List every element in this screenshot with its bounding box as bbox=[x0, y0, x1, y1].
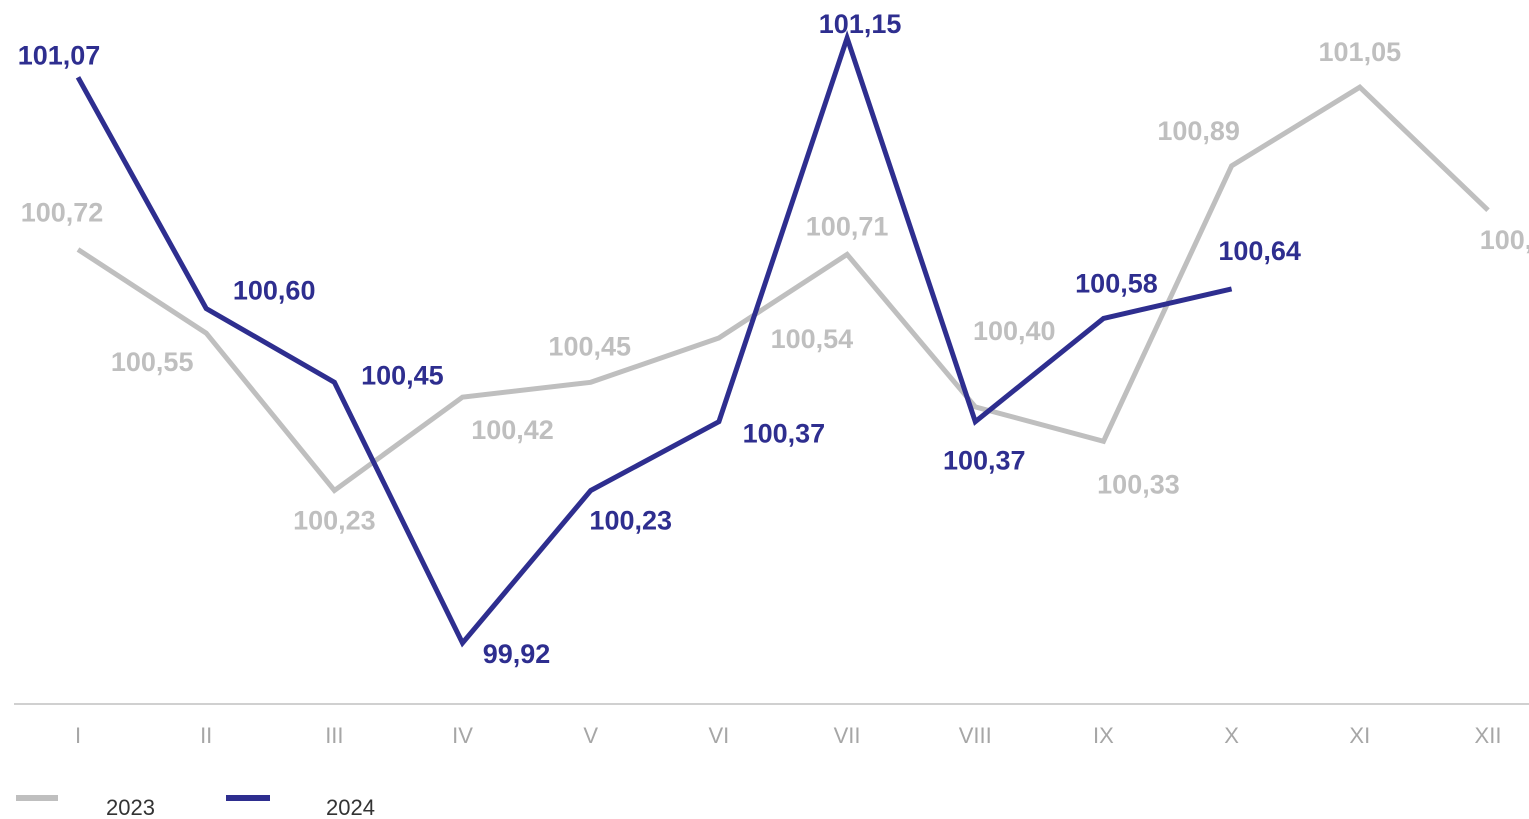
x-tick-label: II bbox=[200, 723, 212, 748]
data-label-2023: 100,33 bbox=[1097, 469, 1180, 499]
data-label-2024: 100,64 bbox=[1218, 236, 1301, 266]
data-label-2023: 100,54 bbox=[771, 324, 854, 354]
data-label-2024: 100,37 bbox=[743, 419, 826, 449]
data-label-2023: 100,89 bbox=[1157, 116, 1240, 146]
data-label-2023: 100,42 bbox=[471, 415, 554, 445]
x-tick-label: VII bbox=[834, 723, 861, 748]
data-label-2023: 101,05 bbox=[1319, 37, 1402, 67]
legend-label-2024: 2024 bbox=[326, 795, 375, 819]
data-label-2023: 100,72 bbox=[21, 198, 104, 228]
x-tick-label: VIII bbox=[959, 723, 992, 748]
data-labels: 100,72 100,55 100,23 100,42 100,45 100,54 100,… bbox=[18, 9, 1529, 669]
x-tick-label: V bbox=[583, 723, 598, 748]
data-label-2023: 100,80 bbox=[1480, 225, 1529, 255]
data-label-2023: 100,71 bbox=[806, 211, 889, 241]
data-label-2023: 100,55 bbox=[111, 347, 194, 377]
data-label-2024: 101,15 bbox=[819, 9, 902, 39]
x-tick-label: III bbox=[325, 723, 343, 748]
x-tick-label: IX bbox=[1093, 723, 1114, 748]
data-label-2023: 100,45 bbox=[548, 331, 631, 361]
data-label-2024: 100,45 bbox=[361, 360, 444, 390]
x-tick-label: I bbox=[75, 723, 81, 748]
x-tick-label: IV bbox=[452, 723, 473, 748]
x-tick-label: X bbox=[1224, 723, 1239, 748]
series-lines bbox=[75, 30, 1490, 648]
x-tick-label: VI bbox=[709, 723, 730, 748]
legend: 2023 2024 bbox=[16, 795, 375, 819]
data-label-2024: 100,58 bbox=[1075, 268, 1158, 298]
data-label-2024: 99,92 bbox=[483, 639, 551, 669]
x-axis: I II III IV V VI VII VIII IX X XI XII bbox=[14, 703, 1529, 748]
data-label-2024: 100,23 bbox=[589, 506, 672, 536]
data-label-2024: 101,07 bbox=[18, 40, 101, 70]
data-label-2023: 100,23 bbox=[293, 506, 376, 536]
series-line-2024 bbox=[75, 30, 1233, 648]
data-label-2024: 100,37 bbox=[943, 446, 1026, 476]
x-tick-label: XII bbox=[1475, 723, 1502, 748]
legend-label-2023: 2023 bbox=[106, 795, 155, 819]
x-tick-label: XI bbox=[1349, 723, 1370, 748]
data-label-2023: 100,40 bbox=[973, 316, 1056, 346]
data-label-2024: 100,60 bbox=[233, 276, 316, 306]
series-line-2023 bbox=[76, 84, 1490, 494]
